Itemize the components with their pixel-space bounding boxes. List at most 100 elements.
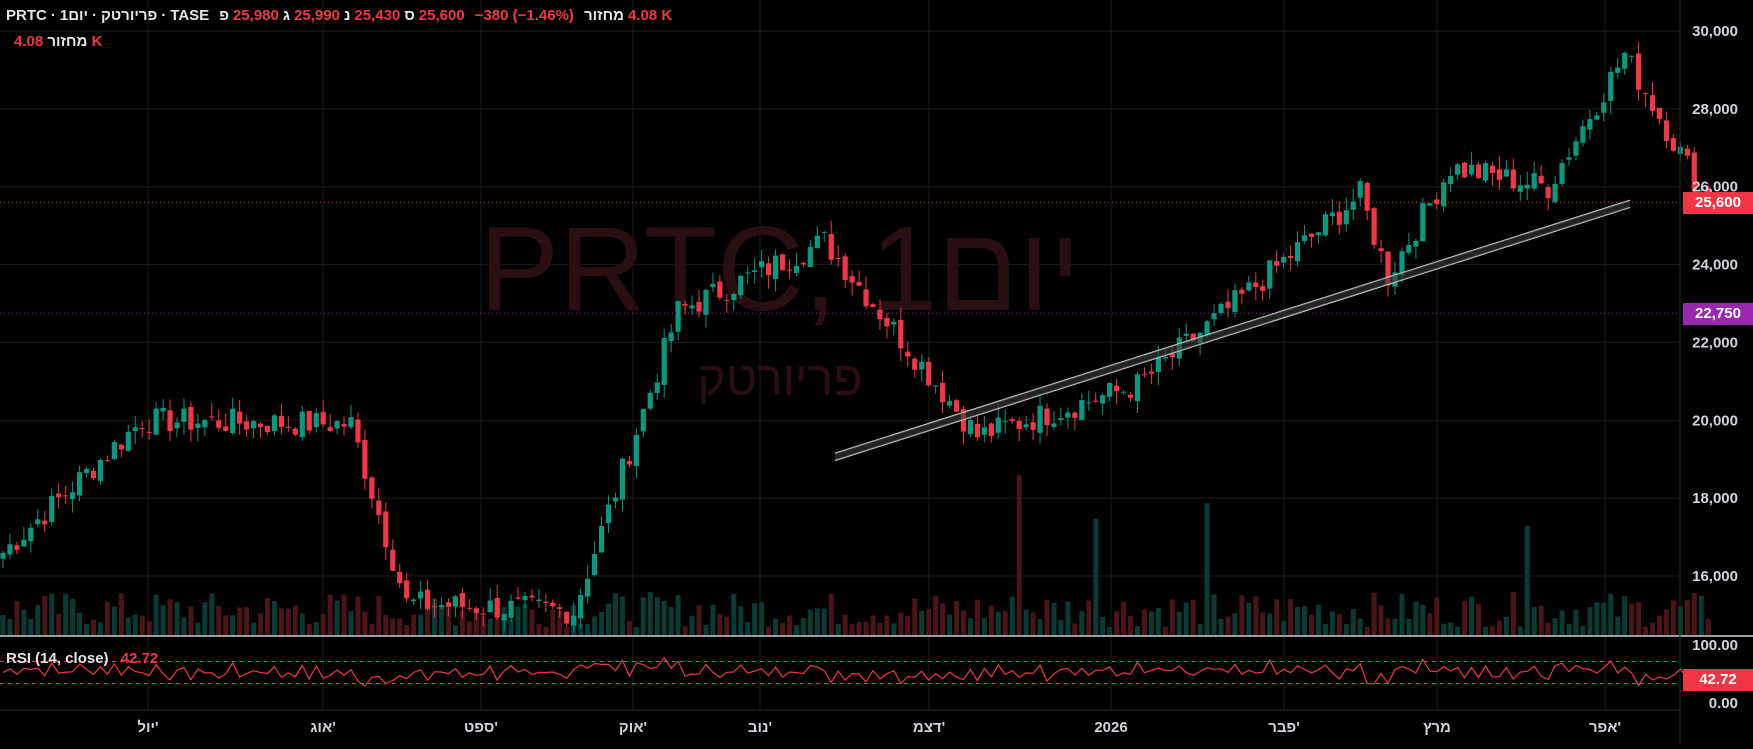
candle-body	[1009, 419, 1015, 422]
candle-body	[988, 423, 994, 436]
candle-body	[1670, 138, 1676, 151]
candle-body	[717, 281, 723, 298]
candle-body	[960, 409, 967, 432]
candle-body	[1134, 374, 1141, 402]
volume-bar	[1684, 600, 1690, 635]
candle-body	[1462, 162, 1468, 178]
volume-bar	[362, 611, 368, 635]
candle-body	[710, 283, 716, 288]
candle-body	[953, 400, 960, 412]
candle-body	[1294, 242, 1301, 262]
candle-body	[682, 303, 688, 306]
candle-body	[633, 435, 639, 466]
candle-body	[244, 421, 250, 430]
volume-bar	[863, 621, 869, 635]
volume-bar	[786, 615, 792, 635]
x-tick-label: 2026	[1094, 719, 1127, 736]
y-tick-label: 20,000	[1692, 412, 1738, 429]
volume-bar	[967, 618, 973, 635]
candle-body	[661, 337, 667, 385]
candle-body	[884, 317, 890, 327]
volume-bar	[1629, 603, 1635, 635]
volume-bar	[793, 625, 799, 635]
candle-body	[578, 594, 584, 619]
volume-bar	[1427, 613, 1433, 635]
volume-bar	[668, 607, 674, 635]
candle-body	[327, 427, 333, 431]
candle-body	[619, 458, 626, 500]
volume-bar	[1656, 615, 1662, 635]
volume-bar	[1114, 611, 1120, 635]
rsi-legend[interactable]: RSI (14, close) 42.72	[6, 650, 158, 667]
x-tick-label: אוק'	[619, 719, 647, 736]
candle-body	[1482, 163, 1489, 181]
candle-body	[1357, 181, 1363, 198]
volume-bar	[230, 615, 236, 635]
x-tick-label: פבר'	[1268, 719, 1300, 736]
volume-bar	[696, 605, 702, 635]
candle-body	[1002, 421, 1008, 423]
volume-bar	[1329, 611, 1335, 635]
candle-body	[1183, 333, 1189, 336]
candle-body	[745, 272, 751, 274]
candle-body	[1329, 212, 1335, 217]
volume-legend[interactable]: מחזור 4.08 K	[6, 33, 102, 50]
candle-body	[341, 424, 347, 427]
candle-body	[334, 421, 340, 429]
candle-body	[995, 417, 1001, 433]
interval[interactable]: 1יום	[59, 7, 89, 24]
volume-bar	[619, 596, 625, 635]
candle-body	[842, 256, 848, 280]
volume-bar	[35, 605, 41, 635]
volume-bar	[1086, 600, 1092, 635]
candle-body	[299, 411, 305, 438]
volume-bar	[285, 608, 291, 635]
volume-bar	[14, 601, 20, 635]
candle-body	[1204, 321, 1210, 336]
candle-body	[1552, 183, 1558, 202]
candle-body	[1636, 53, 1642, 90]
candle-body	[306, 410, 312, 431]
volume-bar	[988, 605, 994, 635]
candle-body	[1065, 412, 1071, 418]
volume-bar	[334, 600, 340, 635]
candle-body	[195, 423, 201, 428]
candle-body	[1072, 412, 1078, 418]
volume-bar	[1218, 618, 1224, 635]
candle-body	[1566, 157, 1572, 160]
candle-body	[1225, 301, 1231, 309]
candle-body	[383, 511, 389, 548]
candle-body	[1622, 52, 1628, 69]
volume-bar	[369, 623, 375, 635]
volume-bar	[640, 597, 646, 635]
candle-body	[1538, 175, 1544, 184]
candle-body	[369, 477, 375, 499]
symbol[interactable]: PRTC	[6, 7, 47, 24]
volume-bar	[90, 619, 96, 635]
volume-bar	[745, 621, 751, 635]
low-label: נ	[343, 7, 351, 24]
candle-body	[181, 408, 187, 422]
candle-body	[1594, 115, 1600, 120]
volume-bar	[1302, 606, 1308, 635]
volume-bar	[1462, 600, 1468, 635]
candle-body	[647, 392, 653, 409]
candle-body	[1232, 290, 1238, 312]
candle-body	[1086, 402, 1092, 404]
candle-body	[605, 504, 612, 524]
candle-body	[724, 299, 730, 301]
volume-bar	[814, 608, 820, 635]
volume-bar	[97, 622, 103, 635]
volume-bar	[773, 618, 779, 635]
volume-bar	[1573, 609, 1579, 635]
volume-bar	[898, 612, 904, 635]
x-tick-label: אפר'	[1589, 719, 1621, 736]
candle-body	[445, 602, 452, 607]
candle-body	[926, 361, 932, 386]
candle-body	[571, 615, 577, 626]
volume-bar	[1545, 622, 1551, 635]
volume-bar	[174, 602, 180, 635]
close-label: ס	[404, 7, 415, 24]
